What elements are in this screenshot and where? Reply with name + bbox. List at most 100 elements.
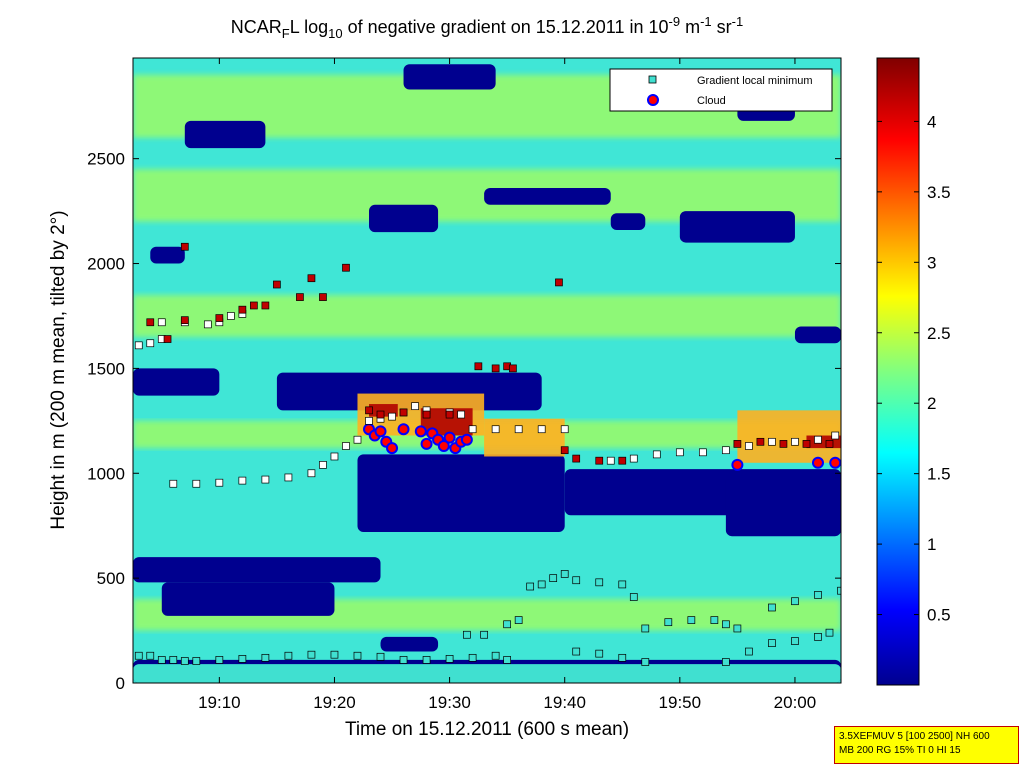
gradient-minimum-point <box>837 586 841 595</box>
colorbar: 0.5 1 1.5 2 2.5 3 3.5 4 <box>876 57 951 686</box>
layer-lower-point <box>831 431 840 440</box>
gradient-minimum-point <box>463 630 471 639</box>
layer-lower-point <box>284 473 293 482</box>
layer-upper-point <box>491 364 500 373</box>
gradient-minimum-point <box>238 655 247 663</box>
x-axis-label: Time on 15.12.2011 (600 s mean) <box>345 719 629 740</box>
field-region-low <box>357 454 565 532</box>
layer-lower-point <box>134 341 143 350</box>
layer-upper-point <box>618 456 627 465</box>
gradient-minimum-point <box>595 649 604 658</box>
gradient-minimum-point <box>629 593 638 601</box>
title-part-4: m <box>680 17 700 37</box>
x-tick-label: 19:50 <box>659 693 702 712</box>
x-tick-label: 19:30 <box>428 693 471 712</box>
cloud-point <box>460 433 473 446</box>
colorbar-tick-label: 2.5 <box>927 324 951 343</box>
gradient-minimum-point <box>641 624 650 633</box>
gradient-minimum-point <box>169 656 178 664</box>
layer-upper-point <box>296 293 304 301</box>
gradient-minimum-point <box>618 580 627 589</box>
layer-upper-point <box>180 316 189 325</box>
y-tick-label: 0 <box>116 674 125 693</box>
y-axis-label: Height in m (200 m mean, tilted by 2°) <box>48 210 69 529</box>
field-region-low <box>679 211 795 243</box>
gradient-minimum-point <box>641 658 650 666</box>
colorbar-tick-label: 4 <box>927 112 936 131</box>
gradient-minimum-point <box>157 656 166 664</box>
layer-upper-point <box>560 446 569 455</box>
y-axis: 0 500 1000 1500 2000 2500 <box>87 150 841 693</box>
plot-frame <box>132 57 842 684</box>
marker-layer <box>134 242 841 666</box>
layer-upper-point <box>733 440 742 448</box>
field-region-low <box>133 368 220 396</box>
layer-upper-point <box>422 410 431 419</box>
gradient-minimum-point <box>526 582 535 591</box>
colorbar-gradient <box>876 57 920 686</box>
gradient-minimum-point <box>399 656 408 664</box>
gradient-minimum-point <box>722 620 730 629</box>
layer-lower-point <box>411 402 419 411</box>
gradient-minimum-point <box>445 655 454 663</box>
cloud-point <box>437 440 450 453</box>
layer-upper-point <box>342 263 350 272</box>
layer-lower-point <box>514 425 523 434</box>
gradient-minimum-point <box>791 597 799 606</box>
layer-upper-point <box>756 437 765 446</box>
title-part-1: NCAR <box>231 17 282 37</box>
x-tick-label: 19:10 <box>198 693 241 712</box>
field-region-low <box>150 246 185 264</box>
layer-lower-point <box>215 478 224 487</box>
colorbar-tick-label: 1.5 <box>927 465 951 484</box>
layer-lower-point <box>468 425 477 434</box>
cloud-point <box>420 437 433 450</box>
layer-lower-point <box>238 476 247 485</box>
cloud-point <box>386 442 399 455</box>
layer-lower-point <box>768 437 776 446</box>
colorbar-tick-label: 3 <box>927 253 936 272</box>
gradient-minimum-point <box>215 656 224 664</box>
colorbar-tick-label: 3.5 <box>927 183 951 202</box>
layer-lower-point <box>629 454 638 463</box>
field-region-low <box>725 473 841 537</box>
x-tick-label: 19:40 <box>543 693 586 712</box>
layer-upper-point <box>319 293 327 301</box>
field-region-warm <box>484 418 565 457</box>
layer-lower-point <box>146 339 155 348</box>
legend-marker-cloud <box>647 94 659 106</box>
layer-upper-point <box>180 242 189 251</box>
layer-lower-point <box>560 425 569 434</box>
layer-lower-point <box>319 461 327 469</box>
layer-upper-point <box>376 410 385 419</box>
legend-label-cloud: Cloud <box>697 95 726 107</box>
x-tick-label: 20:00 <box>774 693 817 712</box>
gradient-minimum-point <box>560 570 569 578</box>
heatmap-field <box>133 58 841 683</box>
legend-label-minimum: Gradient local minimum <box>697 75 813 87</box>
y-tick-label: 1000 <box>87 464 125 483</box>
title-part-2: L log <box>290 17 328 37</box>
gradient-minimum-point <box>664 618 673 627</box>
layer-upper-point <box>307 274 316 283</box>
gradient-minimum-point <box>422 656 431 664</box>
layer-lower-point <box>353 435 362 444</box>
layer-upper-point <box>555 278 563 287</box>
y-tick-label: 500 <box>97 569 125 588</box>
layer-upper-point <box>572 454 581 463</box>
layer-lower-point <box>342 442 350 450</box>
layer-lower-point <box>203 320 212 329</box>
field-region-low <box>380 636 439 652</box>
field-region-low <box>369 204 439 233</box>
legend-box <box>609 68 833 112</box>
gradient-minimum-point <box>468 653 477 662</box>
field-region-low <box>133 557 381 583</box>
title-sub-1: F <box>282 26 290 41</box>
layer-lower-point <box>157 318 166 327</box>
legend-marker-minimum <box>648 75 657 84</box>
gradient-minimum-point <box>537 580 546 589</box>
layer-upper-point <box>261 301 270 310</box>
layer-lower-point <box>388 412 396 421</box>
gradient-minimum-point <box>192 657 201 665</box>
